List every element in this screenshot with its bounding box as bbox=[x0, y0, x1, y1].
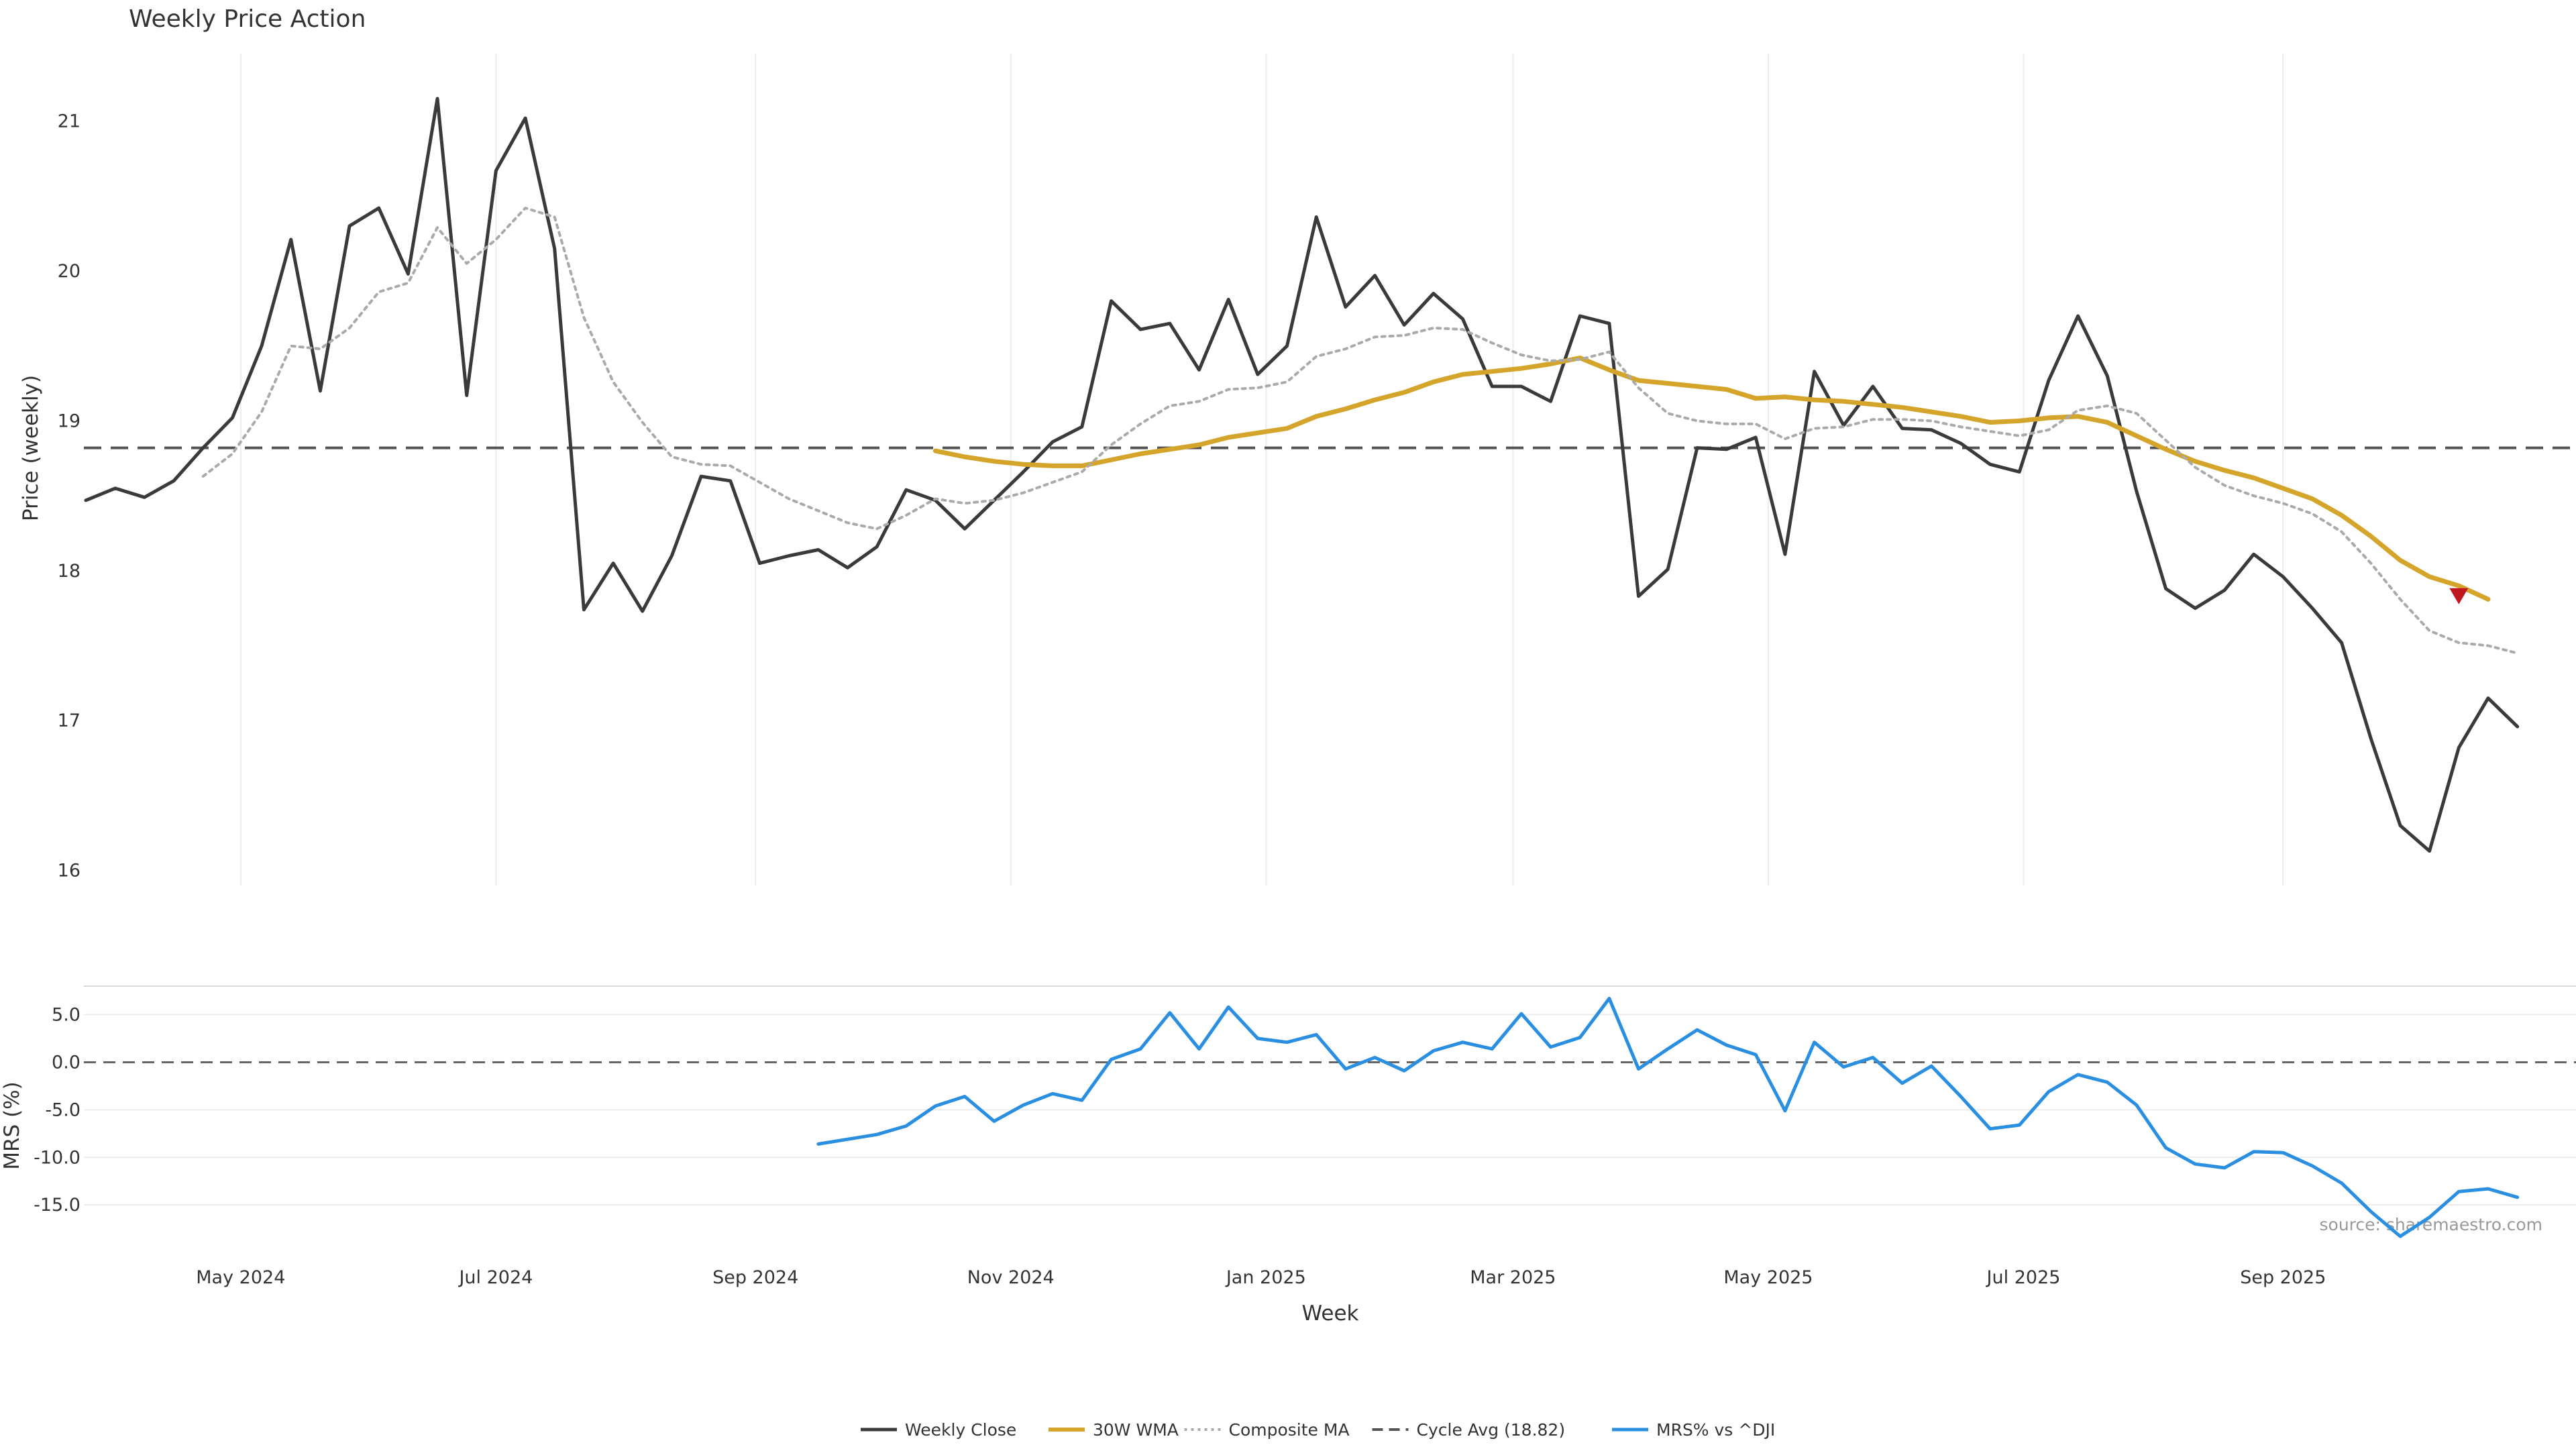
x-tick-label: Nov 2024 bbox=[967, 1267, 1055, 1288]
series-line-30w-wma bbox=[932, 356, 2491, 602]
x-axis-label: Week bbox=[1302, 1301, 1359, 1326]
mrs-y-tick-label: -15.0 bbox=[34, 1195, 80, 1216]
price-y-tick-label: 19 bbox=[58, 411, 80, 431]
x-tick-label: Jul 2024 bbox=[458, 1267, 533, 1288]
x-tick-label: Mar 2025 bbox=[1470, 1267, 1556, 1288]
legend-label-mrs-vs-dji: MRS% vs ^DJI bbox=[1656, 1420, 1775, 1440]
mrs-y-tick-label: 0.0 bbox=[52, 1052, 80, 1073]
x-tick-label: May 2024 bbox=[196, 1267, 285, 1288]
mrs-y-axis-label: MRS (%) bbox=[0, 1081, 24, 1169]
mrs-y-tick-label: -5.0 bbox=[45, 1099, 80, 1120]
x-tick-label: Sep 2024 bbox=[712, 1267, 798, 1288]
legend-label-composite-ma: Composite MA bbox=[1229, 1420, 1350, 1440]
price-y-tick-label: 18 bbox=[58, 561, 80, 582]
legend-label-30w-wma: 30W WMA bbox=[1093, 1420, 1179, 1440]
down-triangle-marker bbox=[2449, 588, 2469, 604]
price-y-tick-label: 17 bbox=[58, 710, 80, 731]
series-line-mrs-vs-dji bbox=[816, 996, 2520, 1238]
legend-label-weekly-close: Weekly Close bbox=[905, 1420, 1016, 1440]
legend-label-cycle-avg-18-82: Cycle Avg (18.82) bbox=[1417, 1420, 1566, 1440]
mrs-y-tick-label: -10.0 bbox=[34, 1147, 80, 1168]
x-tick-label: Jan 2025 bbox=[1225, 1267, 1306, 1288]
x-tick-label: May 2025 bbox=[1723, 1267, 1813, 1288]
series-line-weekly-close bbox=[84, 97, 2520, 853]
price-y-tick-label: 20 bbox=[58, 261, 80, 282]
price-y-tick-label: 16 bbox=[58, 861, 80, 881]
chart-title: Weekly Price Action bbox=[129, 5, 366, 33]
price-y-tick-label: 21 bbox=[58, 111, 80, 132]
mrs-y-tick-label: 5.0 bbox=[52, 1005, 80, 1026]
x-tick-label: Jul 2025 bbox=[1986, 1267, 2061, 1288]
series-line-composite-ma bbox=[201, 207, 2519, 655]
price-y-axis-label: Price (weekly) bbox=[19, 375, 43, 521]
x-tick-label: Sep 2025 bbox=[2240, 1267, 2326, 1288]
